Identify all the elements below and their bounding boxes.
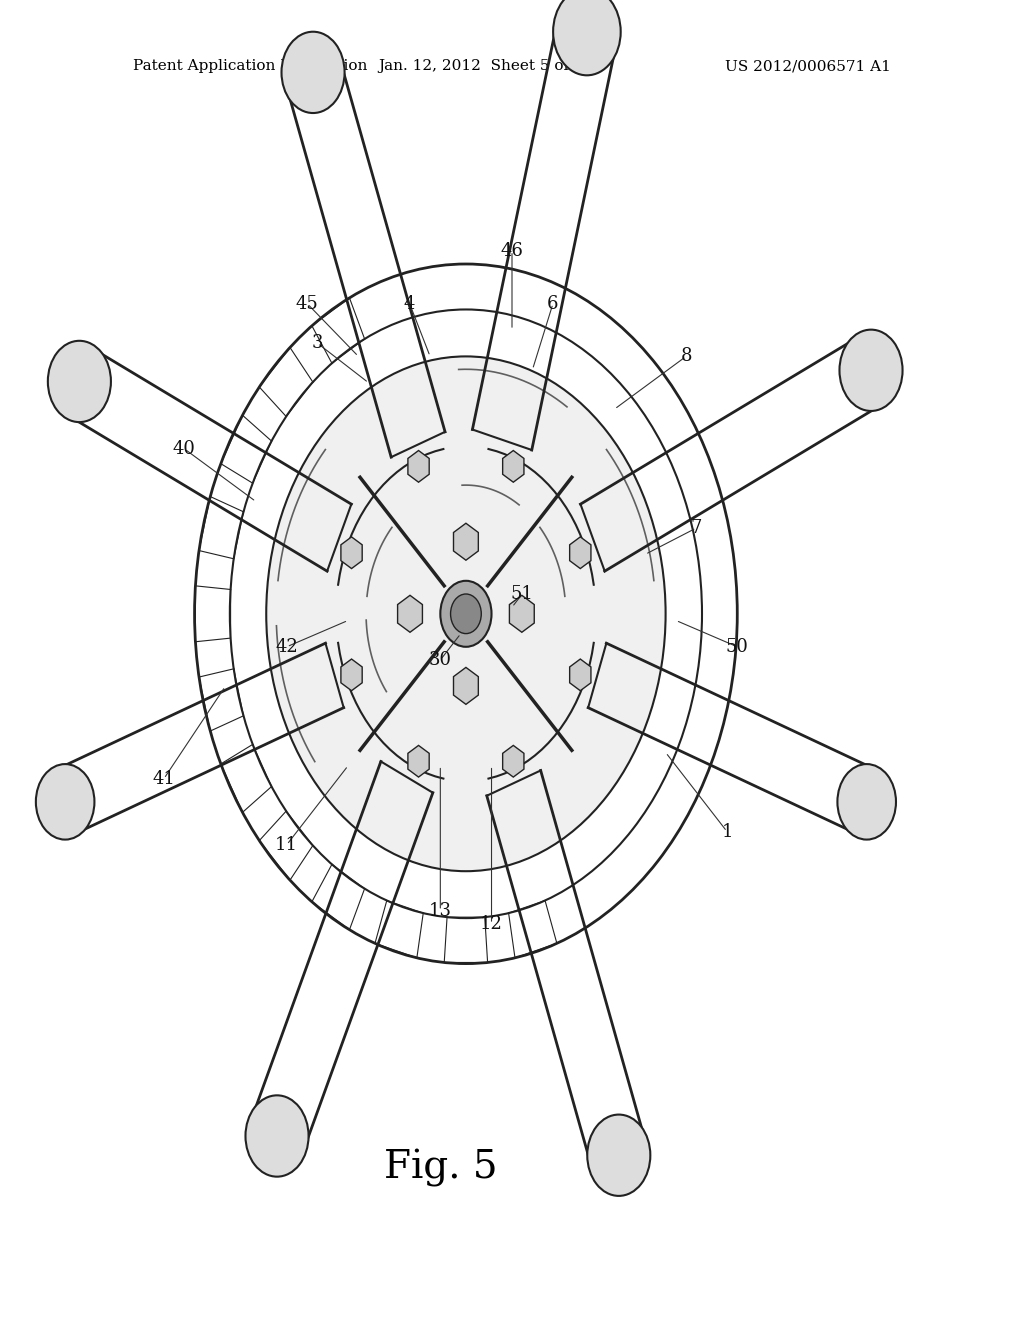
Polygon shape xyxy=(569,537,591,569)
Text: 7: 7 xyxy=(690,519,702,537)
Circle shape xyxy=(266,356,666,871)
Circle shape xyxy=(553,0,621,75)
Text: 6: 6 xyxy=(547,294,559,313)
Text: 51: 51 xyxy=(511,585,534,603)
Polygon shape xyxy=(408,450,429,482)
Polygon shape xyxy=(569,659,591,690)
Circle shape xyxy=(838,764,896,840)
Polygon shape xyxy=(397,595,423,632)
Text: 42: 42 xyxy=(275,638,298,656)
Polygon shape xyxy=(503,746,524,777)
Text: 1: 1 xyxy=(721,822,733,841)
Circle shape xyxy=(451,594,481,634)
Polygon shape xyxy=(408,746,429,777)
Circle shape xyxy=(246,1096,308,1176)
Text: 50: 50 xyxy=(726,638,749,656)
Polygon shape xyxy=(341,537,362,569)
Text: 12: 12 xyxy=(480,915,503,933)
Circle shape xyxy=(282,32,345,114)
Circle shape xyxy=(440,581,492,647)
Polygon shape xyxy=(509,595,535,632)
Text: 3: 3 xyxy=(311,334,324,352)
Text: 13: 13 xyxy=(429,902,452,920)
Text: 45: 45 xyxy=(296,294,318,313)
Text: Jan. 12, 2012  Sheet 5 of 6: Jan. 12, 2012 Sheet 5 of 6 xyxy=(379,59,584,74)
Text: 46: 46 xyxy=(501,242,523,260)
Circle shape xyxy=(48,341,111,422)
Polygon shape xyxy=(454,668,478,705)
Text: Patent Application Publication: Patent Application Publication xyxy=(133,59,368,74)
Polygon shape xyxy=(341,659,362,690)
Circle shape xyxy=(840,330,902,411)
Text: US 2012/0006571 A1: US 2012/0006571 A1 xyxy=(725,59,891,74)
Circle shape xyxy=(587,1114,650,1196)
Polygon shape xyxy=(503,450,524,482)
Text: 11: 11 xyxy=(275,836,298,854)
Text: 4: 4 xyxy=(403,294,416,313)
Text: 40: 40 xyxy=(173,440,196,458)
Circle shape xyxy=(36,764,94,840)
Text: 8: 8 xyxy=(680,347,692,366)
Text: 41: 41 xyxy=(153,770,175,788)
Polygon shape xyxy=(454,523,478,560)
Text: Fig. 5: Fig. 5 xyxy=(384,1150,497,1187)
Text: 30: 30 xyxy=(429,651,452,669)
